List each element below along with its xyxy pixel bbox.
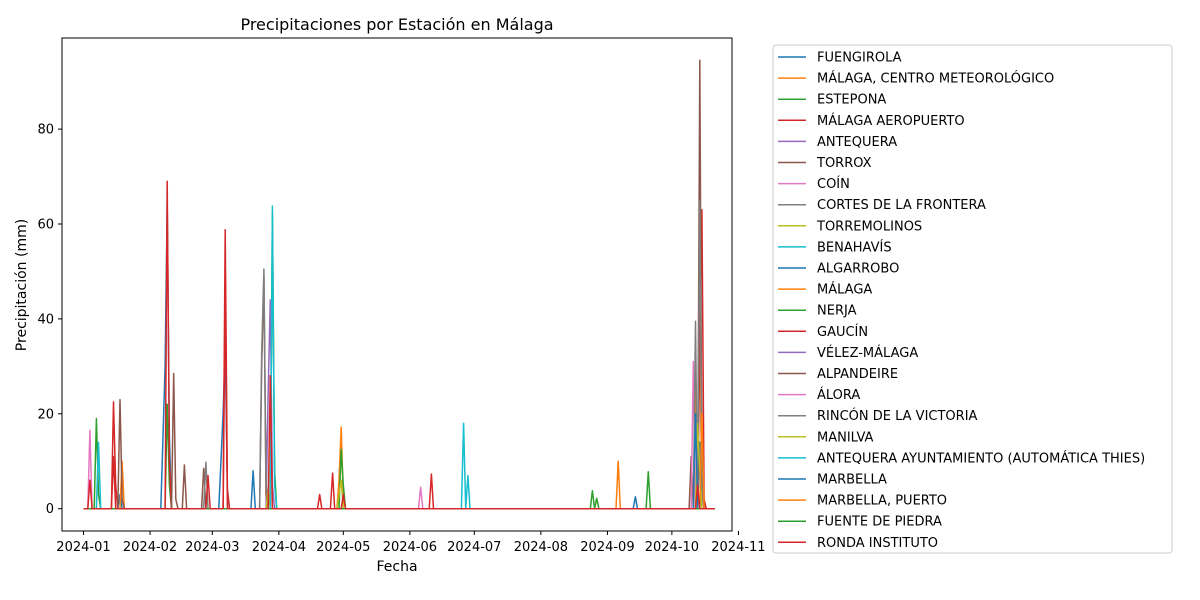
y-axis-label: Precipitación (mm)	[14, 219, 30, 351]
y-axis: 0 20 40 60 80	[37, 123, 62, 517]
plot-lines	[83, 59, 715, 510]
y-tick-label: 80	[37, 123, 54, 138]
series-line-ronda-instituto	[83, 287, 715, 510]
series-line-benahavis	[83, 205, 715, 510]
series-line-malaga-centro-meteorologico	[83, 346, 715, 510]
legend-entry-label: ANTEQUERA	[817, 135, 897, 150]
legend-entry-label: FUENTE DE PIEDRA	[817, 515, 942, 530]
x-tick-label: 2024-08	[514, 540, 568, 555]
legend: FUENGIROLA MÁLAGA, CENTRO METEOROLÓGICO ES…	[772, 44, 1173, 554]
series-line-antequera	[83, 299, 715, 510]
legend-entry-label: MANILVA	[817, 430, 874, 445]
x-tick-label: 2024-10	[645, 540, 699, 555]
x-tick-label: 2024-07	[447, 540, 501, 555]
x-tick-label: 2024-01	[56, 540, 110, 555]
legend-entry-label: MARBELLA	[817, 473, 887, 488]
legend-entry-label: TORROX	[816, 156, 872, 171]
x-axis-label: Fecha	[376, 559, 417, 575]
series-line-malaga-aeropuerto	[83, 180, 715, 510]
legend-entry-label: ALPANDEIRE	[817, 367, 898, 382]
y-tick-label: 60	[37, 218, 54, 233]
legend-entry-label: BENAHAVÍS	[817, 239, 892, 255]
legend-frame	[772, 44, 1173, 554]
legend-entry-label: ANTEQUERA AYUNTAMIENTO (AUTOMÁTICA THIES…	[817, 450, 1145, 466]
legend-entry-label: MÁLAGA AEROPUERTO	[817, 113, 965, 129]
x-tick-label: 2024-06	[383, 540, 437, 555]
legend-entry-label: TORREMOLINOS	[816, 219, 922, 234]
series-line-fuengirola	[83, 204, 715, 510]
plot-frame	[61, 37, 733, 532]
x-tick-label: 2024-04	[252, 540, 306, 555]
legend-entry-label: MÁLAGA	[817, 282, 872, 298]
x-tick-label: 2024-02	[123, 540, 177, 555]
legend-entry-label: MARBELLA, PUERTO	[817, 494, 947, 509]
x-tick-label: 2024-09	[580, 540, 634, 555]
x-axis: 2024-01 2024-02 2024-03 2024-04 2024-05 2024-…	[56, 531, 766, 555]
legend-entry-label: VÉLEZ-MÁLAGA	[817, 345, 918, 361]
chart-title: Precipitaciones por Estación en Málaga	[240, 15, 553, 34]
series-line-cortes-de-la-frontera	[83, 199, 715, 510]
legend-entry-label: NERJA	[817, 304, 857, 319]
legend-entry-label: FUENGIROLA	[817, 51, 902, 66]
legend-entry-label: GAUCÍN	[817, 324, 868, 340]
x-tick-label: 2024-03	[185, 540, 239, 555]
y-tick-label: 40	[37, 312, 54, 327]
legend-entry-label: RINCÓN DE LA VICTORIA	[817, 408, 978, 424]
legend-entry-label: ESTEPONA	[817, 93, 886, 108]
legend-entry-label: MÁLAGA, CENTRO METEOROLÓGICO	[817, 71, 1054, 87]
legend-entry-label: ALGARROBO	[817, 262, 899, 277]
legend-entry-label: ÁLORA	[817, 387, 860, 403]
x-tick-label: 2024-11	[711, 540, 765, 555]
x-tick-label: 2024-05	[316, 540, 370, 555]
series-line-coin	[83, 360, 715, 510]
y-tick-label: 0	[46, 502, 54, 517]
legend-entry-label: CORTES DE LA FRONTERA	[817, 198, 986, 213]
series-line-estepona	[83, 213, 715, 510]
series-line-torrox	[83, 59, 715, 510]
y-tick-label: 20	[37, 407, 54, 422]
legend-entry-label: COÍN	[817, 176, 850, 192]
legend-entry-label: RONDA INSTITUTO	[817, 536, 938, 551]
